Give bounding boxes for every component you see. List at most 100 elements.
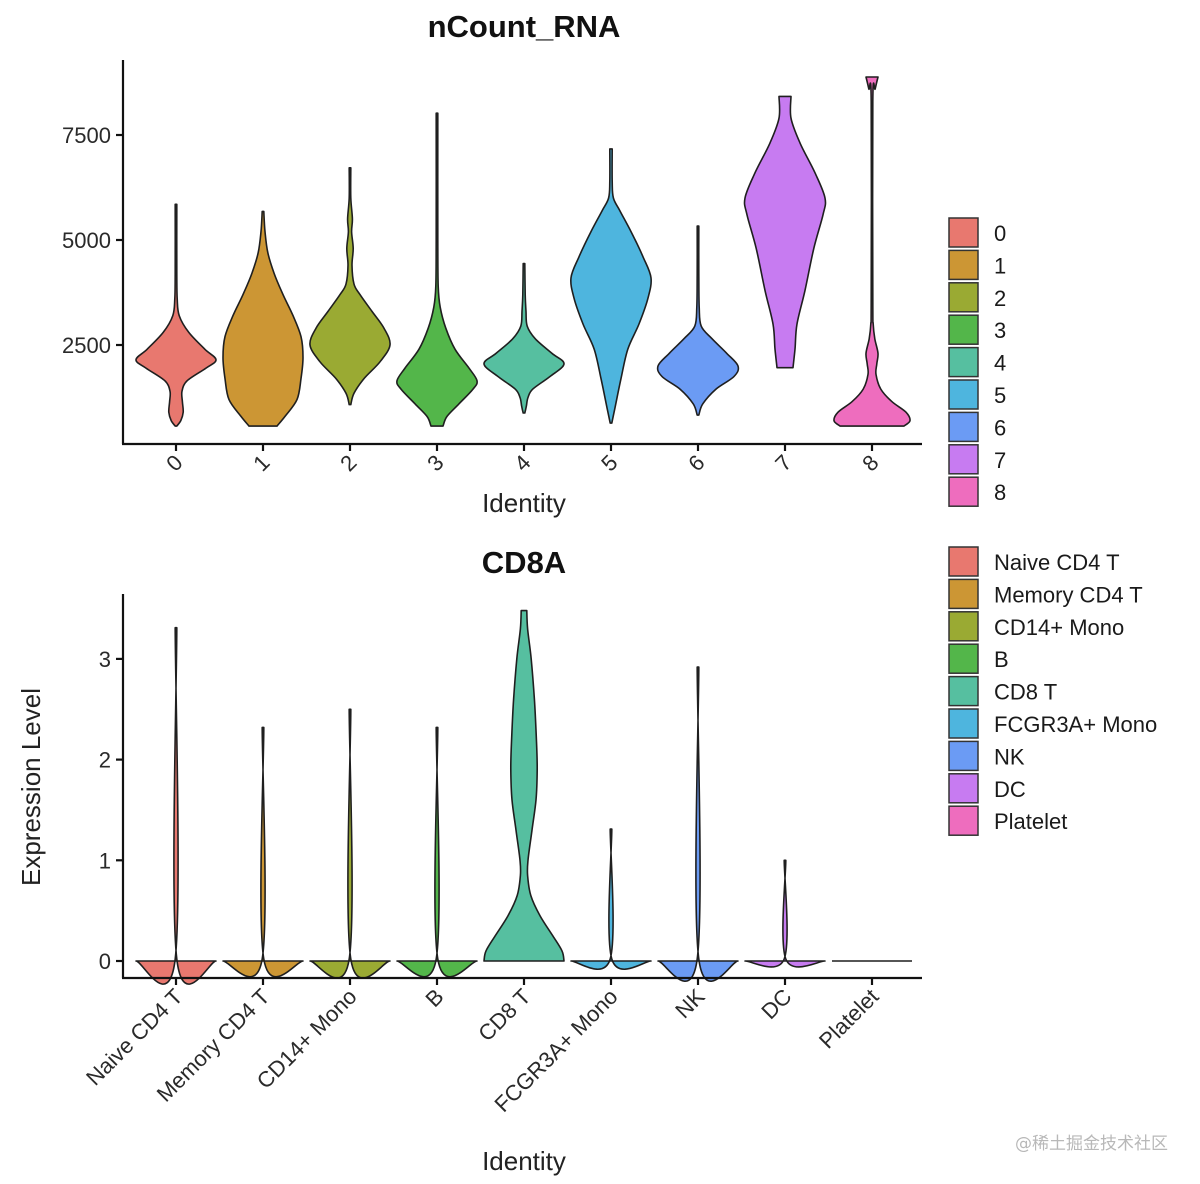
legend-item: CD8 T xyxy=(948,675,1057,707)
legend-swatch xyxy=(948,546,979,577)
legend-item: 8 xyxy=(948,476,1006,507)
legend-swatch xyxy=(948,740,979,772)
legend-item: NK xyxy=(948,740,1025,772)
y-tick-label: 7500 xyxy=(62,123,111,148)
legend-swatch xyxy=(948,611,979,642)
panel-ncount-rna: nCount_RNA 2500 5000 7500 0 1 2 3 4 5 6 7 8 Identi… xyxy=(62,9,1006,518)
violin-4 xyxy=(483,262,565,414)
violin-0 xyxy=(135,203,217,427)
legend-item: Memory CD4 T xyxy=(948,578,1143,610)
legend-label: 3 xyxy=(994,318,1006,343)
x-tick-label: 4 xyxy=(509,450,535,476)
legend-swatch xyxy=(948,282,979,313)
y-tick-label: 2 xyxy=(99,748,111,773)
violin-naive-cd4-t xyxy=(135,626,217,985)
legend-label: 7 xyxy=(994,448,1006,473)
violin-b xyxy=(396,726,478,978)
legend-swatch xyxy=(948,476,979,507)
x-tick-label: DC xyxy=(756,984,796,1024)
legend-swatch xyxy=(948,643,979,674)
violin-group xyxy=(135,76,911,427)
legend-item: 0 xyxy=(948,217,1006,248)
legend-item: 3 xyxy=(948,314,1006,345)
legend-label: Naive CD4 T xyxy=(994,550,1120,575)
x-tick-label: NK xyxy=(670,984,710,1024)
violin-5 xyxy=(570,148,652,424)
legend-label: 6 xyxy=(994,415,1006,440)
violin-8 xyxy=(833,76,911,427)
legend-label: 2 xyxy=(994,286,1006,311)
legend-swatch xyxy=(948,249,979,281)
x-tick-label: 5 xyxy=(596,450,622,476)
legend-item: DC xyxy=(948,773,1026,804)
watermark: @稀土掘金技术社区 xyxy=(1015,1134,1168,1154)
legend-label: 1 xyxy=(994,253,1006,278)
legend-label: NK xyxy=(994,744,1025,769)
legend-label: DC xyxy=(994,777,1026,802)
legend-item: 6 xyxy=(948,411,1006,443)
legend-swatch xyxy=(948,675,979,707)
violin-cd14-mono xyxy=(309,708,391,979)
legend-item: Naive CD4 T xyxy=(948,546,1120,577)
violin-7 xyxy=(743,95,827,369)
violin-nk xyxy=(657,666,739,982)
legend-label: B xyxy=(994,647,1009,672)
x-tick-label: 6 xyxy=(683,450,709,476)
chart-title: nCount_RNA xyxy=(428,9,621,44)
x-tick-label: 3 xyxy=(422,450,448,476)
legend-label: CD8 T xyxy=(994,680,1057,705)
x-tick-label: 2 xyxy=(335,450,361,476)
x-tick-label: CD8 T xyxy=(473,984,535,1046)
chart-title: CD8A xyxy=(482,545,566,580)
legend-swatch xyxy=(948,314,979,345)
y-tick-label: 1 xyxy=(99,848,111,873)
legend-item: 7 xyxy=(948,444,1006,475)
y-tick-label: 3 xyxy=(99,647,111,672)
legend: 0 1 2 3 4 5 6 7 8 xyxy=(948,217,1006,507)
legend-swatch xyxy=(948,346,979,378)
legend-item: Platelet xyxy=(948,805,1067,836)
violin-1 xyxy=(222,210,304,427)
legend-item: FCGR3A+ Mono xyxy=(948,708,1157,739)
violin-group xyxy=(135,609,912,985)
legend: Naive CD4 T Memory CD4 T CD14+ Mono B CD8 T F… xyxy=(948,546,1157,836)
legend-label: 5 xyxy=(994,383,1006,408)
violin-dc xyxy=(744,859,826,968)
y-tick-label: 0 xyxy=(99,949,111,974)
x-axis-title: Identity xyxy=(482,488,566,518)
legend-item: B xyxy=(948,643,1009,674)
y-tick-label: 2500 xyxy=(62,333,111,358)
legend-item: 1 xyxy=(948,249,1006,281)
legend-swatch xyxy=(948,444,979,475)
x-tick-label: 7 xyxy=(770,450,796,476)
legend-label: 8 xyxy=(994,480,1006,505)
x-tick-label: Platelet xyxy=(814,984,884,1054)
legend-swatch xyxy=(948,379,979,410)
violin-memory-cd4-t xyxy=(222,726,304,978)
violin-3 xyxy=(396,112,478,427)
violin-6 xyxy=(656,225,740,416)
legend-label: CD14+ Mono xyxy=(994,615,1124,640)
legend-item: 5 xyxy=(948,379,1006,410)
y-ticks: 2500 5000 7500 xyxy=(62,123,123,358)
panel-cd8a: CD8A 0 1 2 3 Naive CD4 T Memory CD4 T CD14+ M… xyxy=(16,545,1157,1176)
x-axis-title: Identity xyxy=(482,1146,566,1176)
y-axis-title: Expression Level xyxy=(16,688,46,886)
legend-item: 2 xyxy=(948,282,1006,313)
x-tick-label: 8 xyxy=(857,450,883,476)
legend-item: 4 xyxy=(948,346,1006,378)
legend-label: Memory CD4 T xyxy=(994,582,1143,607)
x-tick-label: 1 xyxy=(248,450,274,476)
x-ticks: 0 1 2 3 4 5 6 7 8 xyxy=(161,444,884,476)
legend-item: CD14+ Mono xyxy=(948,611,1124,642)
legend-swatch xyxy=(948,805,979,836)
violin-2 xyxy=(309,167,391,406)
y-ticks: 0 1 2 3 xyxy=(99,647,123,974)
legend-swatch xyxy=(948,773,979,804)
y-tick-label: 5000 xyxy=(62,228,111,253)
legend-label: FCGR3A+ Mono xyxy=(994,712,1157,737)
x-tick-label: 0 xyxy=(161,450,187,476)
violin-cd8-t xyxy=(483,609,565,962)
